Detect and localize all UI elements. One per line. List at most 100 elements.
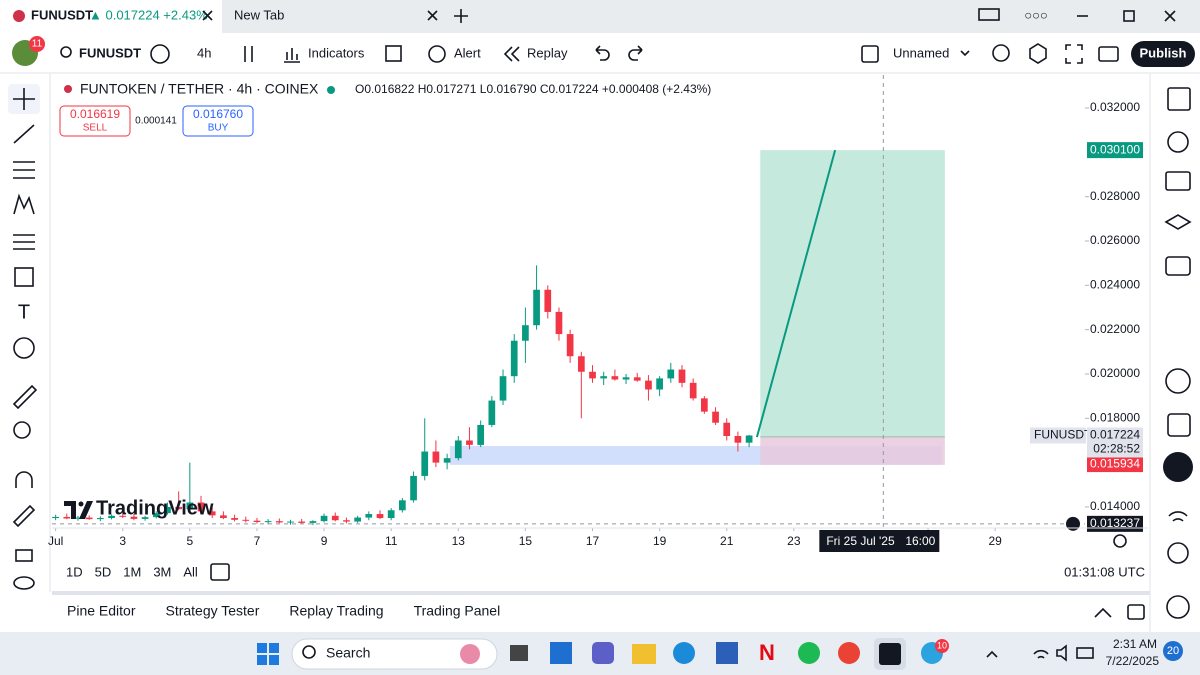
tool-pattern[interactable] [13,193,35,215]
tool-magnet[interactable] [15,471,33,488]
replay[interactable]: Replay [527,45,568,60]
tool-forecast[interactable] [13,234,35,250]
price-label: 0.030100 [1090,142,1140,156]
redo[interactable] [628,45,643,61]
volume[interactable] [1056,644,1067,662]
templates[interactable] [385,45,402,62]
panel-tab[interactable]: Replay Trading [289,603,383,619]
close-tab[interactable] [427,10,438,21]
active-tab[interactable] [0,0,222,33]
notification-badge[interactable] [1163,641,1183,661]
settings[interactable] [1029,43,1047,64]
new-tab[interactable]: New Tab [234,7,284,22]
publish[interactable]: Publish [1140,45,1187,60]
axis-settings[interactable] [1113,534,1127,548]
app-icon[interactable] [550,642,572,664]
indicators[interactable]: Indicators [308,45,365,60]
tray-overflow[interactable] [986,650,998,658]
date-range[interactable] [210,563,230,581]
layout-name[interactable]: Unnamed [893,45,949,60]
panel-tab[interactable]: Strategy Tester [165,603,259,619]
tool-shapes[interactable] [14,267,34,287]
ideas-stream[interactable] [1166,595,1190,619]
compare[interactable] [150,44,170,64]
tradingview-app[interactable] [879,643,901,665]
symbol-search[interactable]: FUNUSDT [79,45,141,60]
alert[interactable]: Alert [454,45,481,60]
sell-price[interactable]: 0.016619 [70,107,120,121]
spotify[interactable] [798,642,820,664]
buy-label[interactable]: BUY [208,123,229,134]
tool-cross[interactable] [13,88,35,110]
tool-fib[interactable] [13,161,35,179]
tool-icons[interactable] [13,337,35,359]
panel-tab[interactable]: Pine Editor [67,603,136,619]
store[interactable] [716,642,738,664]
edge[interactable] [673,642,695,664]
watchlist[interactable] [1167,87,1191,111]
tool-visibility[interactable] [13,576,35,590]
window-icon[interactable] [978,8,1000,21]
buy-button[interactable] [182,105,254,137]
calendar[interactable] [1167,413,1191,437]
layers[interactable] [1164,214,1192,230]
tool-draw-mode[interactable] [12,504,36,528]
publish-button[interactable] [1131,41,1195,67]
sell-button[interactable] [59,105,131,137]
help[interactable] [1167,542,1189,564]
file-explorer[interactable] [632,644,656,664]
range-button[interactable]: 1D [66,564,83,579]
chrome[interactable] [838,642,860,664]
tool-lock[interactable] [15,549,33,562]
clock[interactable]: 01:31:08 UTC [1064,564,1145,579]
tool-zoom[interactable] [13,421,31,439]
interval[interactable]: 4h [197,45,211,60]
ideas[interactable] [1165,368,1191,394]
candle-body [141,517,149,519]
expand-panel[interactable] [1094,607,1112,618]
sell-label[interactable]: SELL [83,123,108,134]
tool-line[interactable] [13,124,35,144]
restore[interactable] [1123,10,1135,22]
close-tab[interactable] [202,10,213,21]
chart-type[interactable] [244,46,253,62]
netflix[interactable]: N [759,640,775,665]
range-button[interactable]: 1M [123,564,141,579]
range-button[interactable]: All [183,564,198,579]
search-box[interactable] [291,638,498,670]
undo[interactable] [595,45,610,61]
candle-body [734,436,742,443]
wifi[interactable] [1033,649,1049,659]
quick-search[interactable] [992,44,1010,62]
battery[interactable] [1076,647,1094,659]
candle-body [220,515,227,519]
ohlc: O0.016822 H0.017271 L0.016790 C0.017224 … [355,82,711,96]
alerts-panel[interactable] [1167,131,1189,153]
buy-price[interactable]: 0.016760 [193,107,243,121]
add-button[interactable] [1066,516,1080,531]
task-view[interactable] [510,645,528,661]
close-window[interactable] [1164,10,1176,22]
candle-body [678,369,686,383]
snapshot[interactable] [1098,46,1119,62]
add-tab[interactable] [454,9,468,23]
more[interactable]: ○○○ [1024,7,1048,22]
tool-text-icon[interactable]: T [18,301,30,323]
fullscreen[interactable] [1065,44,1083,64]
panel-tab[interactable]: Trading Panel [414,603,501,619]
start-button[interactable] [257,643,279,665]
taskbar-date[interactable]: 7/22/2025 [1106,654,1160,668]
apps[interactable] [1163,452,1193,482]
stream[interactable] [1168,511,1188,522]
maximize-panel[interactable] [1127,604,1145,620]
search-label[interactable]: Search [326,645,370,661]
app-icon[interactable] [592,642,614,664]
tool-ruler[interactable] [12,384,38,410]
news[interactable] [1165,171,1191,191]
range-button[interactable]: 5D [95,564,112,579]
x-tick-label: 21 [720,534,734,548]
layout-menu[interactable] [960,50,970,57]
range-button[interactable]: 3M [153,564,171,579]
chats[interactable] [1165,256,1191,276]
taskbar-time[interactable]: 2:31 AM [1113,637,1157,651]
